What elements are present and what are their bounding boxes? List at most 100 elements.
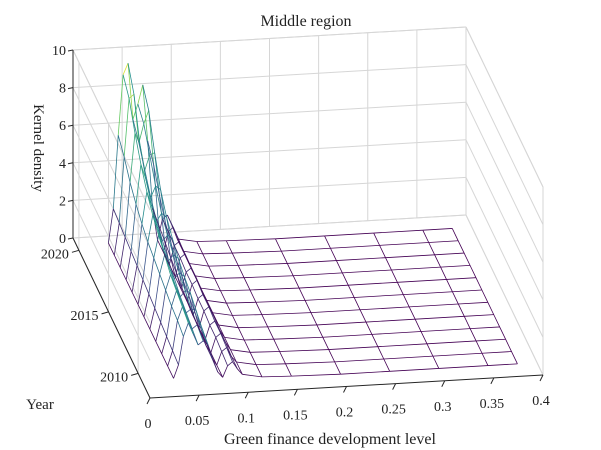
- surface-row-2016: [136, 223, 143, 266]
- z-tick-mark: [67, 87, 74, 90]
- y-tick-label: 2020: [41, 247, 69, 262]
- x-tick-label: 0.2: [336, 406, 354, 421]
- box-edge: [465, 26, 544, 188]
- back-wall-grid-line: [72, 139, 467, 164]
- x-axis-label: Green finance development level: [224, 431, 436, 448]
- right-wall-grid-line: [465, 64, 544, 225]
- surface-row-2009: [340, 370, 390, 375]
- surface-row-2016: [170, 244, 177, 273]
- left-wall-grid-line: [72, 124, 151, 286]
- surface-row-2019: [153, 164, 159, 225]
- surface-row-2019: [379, 242, 429, 246]
- surface-row-2018: [149, 152, 155, 156]
- x-tick-mark: [195, 394, 200, 402]
- surface-row-2009: [197, 340, 204, 346]
- surface-row-2017: [125, 251, 132, 280]
- surface-row-2013: [179, 272, 185, 277]
- surface-row-2014: [197, 294, 204, 299]
- surface-row-2017: [169, 256, 176, 278]
- surface-row-2016: [185, 267, 192, 273]
- y-tick-label: 2015: [71, 309, 99, 324]
- surface-row-2010: [172, 320, 178, 351]
- surface-column-line: [373, 232, 440, 369]
- surface-row-2010: [191, 324, 198, 330]
- surface-row-2014: [148, 257, 155, 294]
- box-edge: [72, 26, 467, 51]
- surface-row-2009: [438, 365, 488, 369]
- surface-row-2012: [421, 328, 471, 332]
- surface-row-2013: [203, 306, 210, 312]
- surface-row-2014: [143, 293, 150, 317]
- surface-row-2011: [210, 337, 217, 353]
- surface-row-2012: [209, 320, 215, 326]
- y-tick-mark: [131, 372, 139, 376]
- surface-row-2010: [383, 355, 433, 360]
- surface-column-line: [275, 238, 341, 375]
- surface-row-2017: [214, 277, 245, 279]
- z-tick-label: 2: [59, 194, 66, 209]
- y-tick-mark: [101, 311, 109, 315]
- surface-row-2011: [250, 351, 280, 353]
- x-tick-label: 0.3: [434, 400, 452, 415]
- surface-row-2016: [299, 284, 349, 289]
- surface-row-2011: [426, 340, 477, 345]
- surface-row-2012: [180, 290, 186, 297]
- surface-mesh: [108, 63, 518, 379]
- surface-row-2015: [176, 262, 183, 289]
- surface-row-2010: [216, 351, 223, 366]
- x-tick-mark: [441, 380, 446, 387]
- left-wall-grid-line: [72, 87, 151, 248]
- surface-row-2015: [403, 291, 453, 295]
- surface-row-2009: [183, 322, 189, 337]
- surface-row-2011: [279, 349, 329, 352]
- surface-column-line: [132, 119, 199, 346]
- surface-row-2016: [397, 279, 447, 283]
- surface-row-2015: [226, 301, 256, 304]
- x-tick-label: 0.15: [283, 408, 308, 423]
- surface-row-2010: [236, 361, 257, 366]
- surface-row-2011: [476, 338, 506, 342]
- surface-row-2018: [119, 237, 126, 268]
- surface-row-2020: [122, 63, 129, 75]
- surface-row-2013: [365, 318, 416, 323]
- surface-row-2016: [446, 277, 476, 280]
- surface-row-2011: [230, 349, 251, 353]
- surface-row-2019: [143, 110, 150, 124]
- surface-row-2014: [232, 314, 262, 316]
- right-wall-grid-line: [465, 177, 544, 338]
- surface-row-2017: [165, 222, 171, 257]
- surface-row-2019: [113, 222, 120, 256]
- left-wall-grid-line: [72, 162, 151, 324]
- y-tick-label: 2010: [100, 370, 128, 385]
- surface-row-2010: [221, 347, 227, 352]
- surface-row-2013: [415, 315, 465, 320]
- surface-row-2014: [360, 306, 410, 311]
- surface-row-2020: [127, 63, 134, 120]
- x-tick-label: 0.35: [480, 397, 505, 412]
- surface-row-2015: [305, 297, 355, 301]
- z-tick-label: 10: [52, 44, 66, 59]
- back-wall-grid-line: [72, 64, 467, 89]
- surface-row-2020: [108, 208, 114, 243]
- surface-row-2019: [232, 250, 282, 254]
- surface-row-2010: [256, 363, 286, 366]
- surface-row-2018: [188, 263, 209, 267]
- surface-row-2009: [291, 373, 341, 377]
- surface-row-2015: [452, 289, 482, 293]
- left-wall-grid-line: [72, 200, 151, 361]
- surface-row-2018: [129, 133, 136, 183]
- x-tick-mark: [146, 397, 151, 405]
- chart-title: Middle region: [260, 13, 351, 30]
- surface-row-2013: [238, 326, 268, 329]
- box-edge: [72, 49, 151, 211]
- surface-row-2013: [464, 314, 494, 317]
- surface-row-2014: [192, 298, 199, 316]
- z-axis-label: Kernel density: [30, 104, 46, 192]
- surface-row-2014: [173, 254, 179, 259]
- z-tick-label: 4: [59, 157, 66, 172]
- surface-row-2009: [222, 365, 228, 378]
- surface-column-line: [176, 238, 243, 375]
- surface-row-2010: [167, 350, 173, 367]
- right-wall-grid-line: [465, 101, 544, 263]
